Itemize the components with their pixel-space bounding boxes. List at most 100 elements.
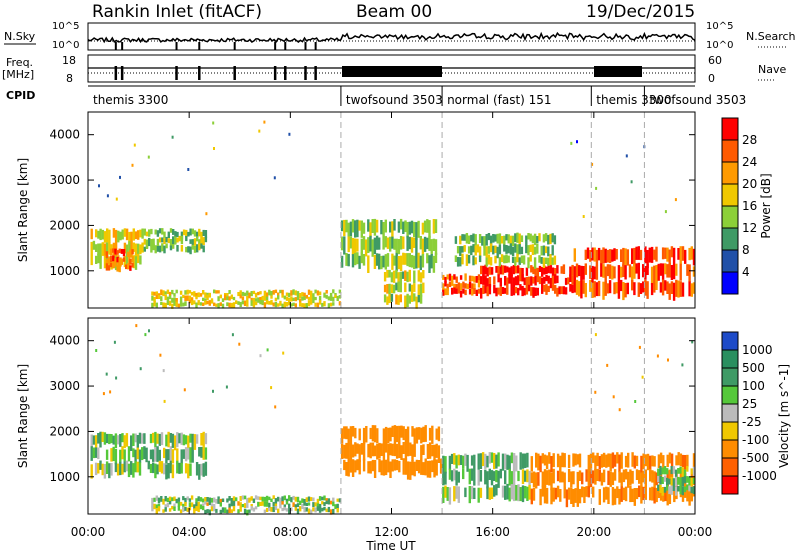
x-tick-label: 04:00 — [172, 525, 207, 539]
scatter-cell — [101, 229, 104, 240]
scatter-cell — [204, 300, 207, 305]
scatter-cell — [444, 288, 447, 296]
power-colorbar-label: Power [dB] — [759, 173, 773, 238]
scatter-cell — [486, 455, 489, 468]
scatter-cell — [467, 246, 471, 254]
scatter-cell — [499, 277, 502, 287]
scatter-cell — [517, 470, 520, 482]
scatter-cell — [97, 243, 100, 256]
scatter-cell — [329, 302, 333, 307]
scatter-cell — [507, 234, 510, 244]
scatter-cell — [184, 435, 188, 445]
scatter-cell — [591, 282, 594, 298]
scatter-cell — [143, 246, 146, 252]
scatter-cell — [487, 233, 491, 241]
scatter-cell — [473, 288, 476, 294]
scatter-cell — [570, 141, 573, 145]
scatter-cell — [237, 509, 240, 514]
scatter-cell — [571, 264, 574, 276]
scatter-cell — [598, 489, 601, 505]
scatter-cell — [549, 277, 553, 289]
scatter-cell — [596, 468, 599, 481]
scatter-cell — [190, 291, 194, 296]
scatter-cell — [323, 506, 326, 511]
colorbar-swatch — [722, 228, 738, 250]
scatter-cell — [195, 295, 198, 300]
scatter-cell — [358, 444, 361, 463]
scatter-cell — [664, 488, 667, 502]
scatter-cell — [674, 476, 678, 487]
scatter-cell — [125, 433, 129, 447]
scatter-cell — [559, 469, 562, 483]
cpid-segment-label: themis 3300 — [93, 93, 168, 107]
scatter-cell — [110, 463, 113, 476]
scatter-cell — [272, 495, 275, 500]
scatter-cell — [356, 252, 359, 265]
scatter-cell — [351, 444, 355, 458]
scatter-cell — [509, 243, 513, 255]
scatter-cell — [384, 426, 388, 445]
scatter-cell — [668, 262, 671, 278]
colorbar-swatch — [722, 162, 738, 184]
scatter-cell — [176, 231, 179, 238]
scatter-cell — [553, 235, 557, 245]
scatter-cell — [241, 291, 245, 296]
scatter-cell — [310, 295, 313, 300]
scatter-cell — [327, 498, 331, 503]
scatter-cell — [608, 249, 612, 263]
scatter-cell — [670, 476, 673, 486]
scatter-cell — [464, 487, 467, 498]
scatter-cell — [388, 294, 391, 304]
scatter-cell — [168, 508, 172, 512]
scatter-cell — [448, 487, 452, 505]
scatter-cell — [593, 266, 596, 280]
scatter-cell — [307, 502, 311, 506]
scatter-cell — [637, 262, 640, 280]
scatter-cell — [292, 289, 295, 295]
scatter-cell — [299, 500, 302, 505]
scatter-cell — [119, 461, 122, 476]
scatter-cell — [677, 280, 680, 298]
scatter-cell — [444, 456, 447, 474]
scatter-cell — [202, 498, 205, 503]
scatter-cell — [112, 435, 115, 445]
scatter-cell — [520, 235, 524, 242]
scatter-cell — [114, 258, 117, 264]
scatter-cell — [538, 265, 542, 272]
scatter-cell — [580, 281, 583, 299]
scatter-cell — [653, 456, 656, 467]
scatter-cell — [228, 290, 231, 294]
scatter-cell — [667, 358, 669, 362]
scatter-cell — [294, 297, 297, 302]
scatter-cell — [426, 444, 430, 459]
scatter-cell — [294, 303, 297, 308]
scatter-cell — [354, 220, 357, 238]
scatter-cell — [399, 236, 403, 250]
scatter-cell — [198, 447, 201, 457]
scatter-cell — [187, 435, 190, 452]
scatter-cell — [193, 238, 197, 246]
scatter-cell — [399, 281, 402, 293]
scatter-cell — [490, 470, 494, 486]
scatter-cell — [428, 427, 432, 441]
scatter-cell — [316, 302, 320, 308]
scatter-cell — [569, 274, 572, 282]
scatter-cell — [243, 508, 247, 514]
scatter-cell — [94, 435, 98, 451]
scatter-cell — [187, 168, 190, 171]
scatter-cell — [163, 245, 166, 254]
scatter-cell — [461, 234, 464, 241]
scatter-cell — [586, 247, 590, 259]
scatter-cell — [118, 248, 121, 254]
scatter-cell — [675, 455, 678, 466]
scatter-cell — [148, 229, 151, 237]
scatter-cell — [415, 296, 418, 309]
scatter-cell — [318, 295, 322, 302]
scatter-cell — [213, 497, 216, 503]
scatter-cell — [578, 281, 581, 297]
scatter-cell — [187, 463, 190, 479]
scatter-cell — [115, 197, 118, 201]
scatter-cell — [525, 267, 529, 276]
scatter-cell — [406, 461, 410, 480]
scatter-cell — [551, 257, 554, 265]
